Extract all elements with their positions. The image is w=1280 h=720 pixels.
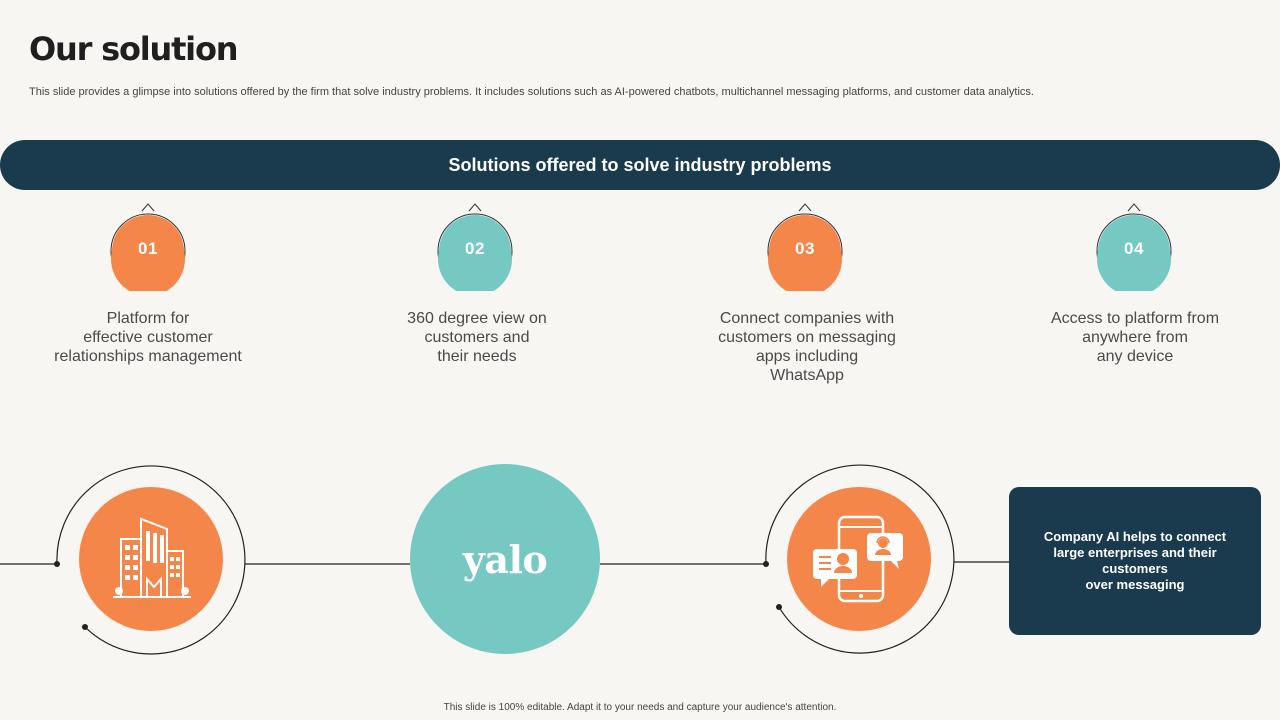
buildings-disc xyxy=(79,487,223,631)
section-banner: Solutions offered to solve industry prob… xyxy=(0,140,1280,190)
company-info-box: Company AI helps to connect large enterp… xyxy=(1009,487,1261,635)
step-description-2: 360 degree view on customers and their n… xyxy=(407,310,547,365)
step-badge-4: 04 xyxy=(1096,199,1172,291)
step-badge-1: 01 xyxy=(110,199,186,291)
step-badge-3: 03 xyxy=(767,199,843,291)
step-number: 02 xyxy=(465,239,485,258)
step-number: 03 xyxy=(795,239,815,258)
mobile-chat-disc xyxy=(787,487,931,631)
page-subtitle: This slide provides a glimpse into solut… xyxy=(29,86,1034,98)
buildings-icon xyxy=(113,517,191,598)
yalo-logo-text: yalo xyxy=(462,536,548,582)
footer-note: This slide is 100% editable. Adapt it to… xyxy=(443,702,837,713)
yalo-logo: yalo xyxy=(410,464,600,654)
step-number: 01 xyxy=(138,239,158,258)
step-number: 04 xyxy=(1124,239,1144,258)
step-description-4: Access to platform from anywhere from an… xyxy=(1050,310,1220,365)
company-info-text: Company AI helps to connect large enterp… xyxy=(1043,529,1227,592)
step-badge-2: 02 xyxy=(437,199,513,291)
page-title: Our solution xyxy=(29,30,239,68)
banner-label: Solutions offered to solve industry prob… xyxy=(448,154,832,175)
mobile-chat-icon xyxy=(813,515,903,603)
step-description-1: Platform for effective customer relation… xyxy=(54,310,242,365)
step-description-3: Connect companies with customers on mess… xyxy=(718,310,896,384)
